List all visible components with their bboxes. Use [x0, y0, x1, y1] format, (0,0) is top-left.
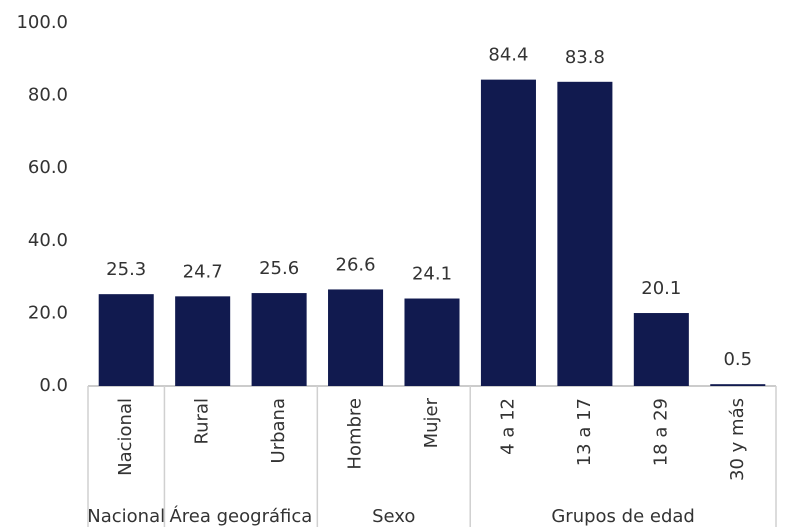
group-label: Sexo	[372, 506, 415, 527]
value-label: 0.5	[723, 349, 752, 370]
y-tick-label: 20.0	[28, 302, 68, 323]
bar	[98, 294, 154, 386]
x-tick-label: 4 a 12	[497, 398, 518, 455]
y-tick-label: 80.0	[28, 85, 68, 106]
value-label: 25.6	[259, 258, 299, 279]
x-tick-label: Nacional	[115, 398, 136, 476]
group-label: Nacional	[87, 506, 165, 527]
x-tick-label: Urbana	[268, 398, 289, 463]
y-tick-label: 0.0	[39, 375, 68, 396]
value-label: 24.1	[412, 264, 452, 285]
x-tick-label: 18 a 29	[650, 398, 671, 466]
x-tick-label: Rural	[192, 398, 213, 445]
value-label: 26.6	[336, 254, 376, 275]
x-tick-label: Hombre	[345, 398, 366, 470]
bar	[633, 313, 689, 386]
value-label: 25.3	[106, 259, 146, 280]
x-tick-label: Mujer	[421, 397, 442, 448]
bar	[328, 289, 384, 386]
x-tick-label: 13 a 17	[574, 398, 595, 466]
bar	[710, 384, 766, 386]
value-label: 84.4	[488, 45, 528, 66]
value-label: 83.8	[565, 47, 605, 68]
y-tick-label: 60.0	[28, 157, 68, 178]
bar	[404, 298, 460, 386]
bar	[557, 81, 613, 386]
value-label: 20.1	[641, 278, 681, 299]
group-label: Área geográfica	[169, 505, 312, 527]
y-tick-label: 100.0	[16, 12, 68, 33]
x-tick-label: 30 y más	[727, 398, 748, 481]
y-tick-label: 40.0	[28, 230, 68, 251]
group-label: Grupos de edad	[551, 506, 694, 527]
bar	[251, 293, 307, 386]
value-label: 24.7	[183, 261, 223, 282]
bar	[480, 79, 536, 387]
bar	[175, 296, 231, 386]
